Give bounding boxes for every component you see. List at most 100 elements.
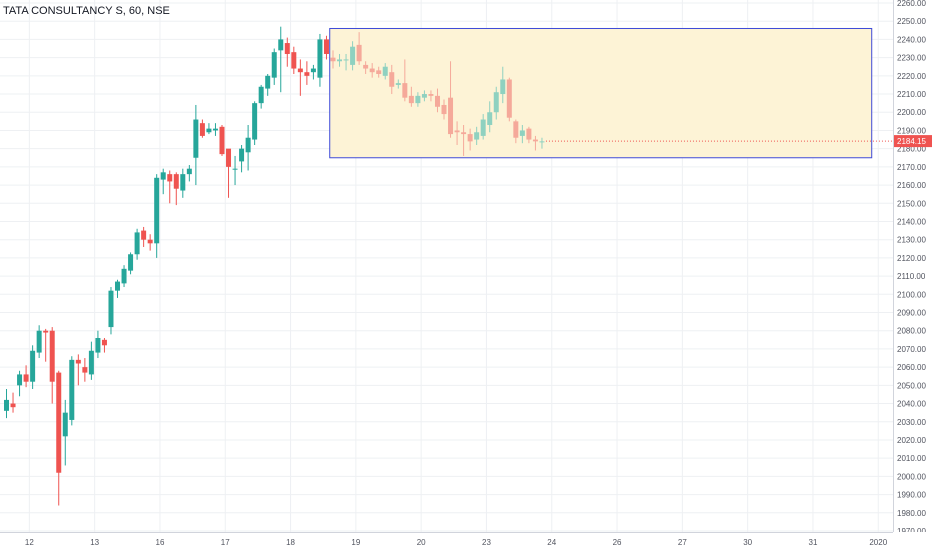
candle[interactable] [506, 77, 512, 122]
time-tick-label: 20 [417, 538, 426, 547]
candle[interactable] [376, 66, 382, 78]
time-axis[interactable]: 12 13 16 17 18 19 20 23 24 26 27 30 31 2020 [0, 532, 932, 550]
candle[interactable] [4, 388, 9, 419]
candle[interactable] [284, 37, 290, 67]
candle[interactable] [56, 370, 62, 506]
candle[interactable] [134, 228, 140, 260]
candle[interactable] [369, 63, 375, 78]
candle[interactable] [428, 90, 434, 102]
candle[interactable] [500, 66, 506, 104]
candle[interactable] [467, 128, 473, 151]
candle[interactable] [265, 74, 271, 96]
candle-body [115, 281, 121, 291]
candle[interactable] [186, 165, 192, 182]
candle[interactable] [239, 145, 245, 173]
candle[interactable] [539, 137, 545, 149]
candle[interactable] [310, 64, 316, 80]
candle[interactable] [82, 358, 88, 382]
candle[interactable] [278, 26, 284, 93]
candle[interactable] [193, 104, 199, 186]
candle[interactable] [199, 119, 205, 138]
candle[interactable] [441, 99, 447, 120]
price-axis[interactable]: 1970.00 1980.00 1990.00 2000.00 2010.00 2020.… [893, 0, 932, 550]
candle[interactable] [212, 123, 218, 136]
candle-body [10, 403, 16, 408]
highlight-rectangle[interactable] [329, 27, 873, 159]
candle-body [461, 132, 467, 135]
candle[interactable] [474, 126, 480, 146]
candle[interactable] [291, 46, 297, 75]
candle[interactable] [480, 114, 486, 140]
candle[interactable] [173, 172, 179, 206]
candle[interactable] [147, 234, 153, 251]
candle-body [317, 39, 323, 78]
candle[interactable] [128, 252, 134, 275]
candle-body [121, 268, 127, 284]
candle[interactable] [363, 61, 369, 75]
candle[interactable] [337, 53, 343, 67]
candle[interactable] [356, 32, 362, 65]
candle[interactable] [180, 168, 186, 198]
candle[interactable] [30, 345, 36, 389]
candle[interactable] [206, 123, 212, 135]
candle[interactable] [493, 86, 499, 120]
candle[interactable] [532, 135, 538, 151]
candle[interactable] [88, 341, 94, 380]
candle[interactable] [323, 35, 329, 60]
candle[interactable] [108, 287, 114, 335]
candle[interactable] [258, 84, 264, 109]
candle[interactable] [167, 170, 173, 204]
candle[interactable] [389, 64, 395, 95]
candle[interactable] [382, 63, 388, 80]
candle[interactable] [519, 124, 525, 144]
candle[interactable] [252, 101, 258, 146]
price-tick-label: 2160.00 [897, 181, 926, 190]
candle[interactable] [62, 399, 68, 466]
candle[interactable] [154, 174, 160, 258]
candle[interactable] [513, 119, 519, 144]
candle[interactable] [408, 86, 414, 107]
candle[interactable] [141, 226, 147, 247]
candle[interactable] [330, 50, 336, 69]
candle-body [448, 97, 454, 135]
candle[interactable] [115, 279, 121, 298]
candle-body [415, 95, 421, 104]
candle[interactable] [461, 124, 467, 156]
candle[interactable] [454, 121, 460, 146]
candle[interactable] [415, 92, 421, 107]
candle[interactable] [245, 124, 251, 171]
candle[interactable] [526, 126, 532, 144]
candle[interactable] [36, 325, 42, 359]
candle[interactable] [304, 61, 310, 85]
candle[interactable] [297, 59, 303, 96]
candle[interactable] [395, 79, 401, 89]
candle[interactable] [232, 155, 238, 186]
candle-body [134, 232, 140, 255]
candle[interactable] [10, 392, 16, 413]
candle[interactable] [101, 338, 107, 353]
candle[interactable] [317, 33, 323, 87]
candle-body [493, 92, 499, 113]
candle[interactable] [43, 328, 49, 362]
candle[interactable] [49, 327, 55, 404]
candle[interactable] [343, 53, 349, 71]
time-tick-label: 23 [482, 538, 491, 547]
candle[interactable] [434, 88, 440, 113]
time-tick-label: 31 [809, 538, 818, 547]
candle[interactable] [271, 48, 277, 85]
candle[interactable] [17, 370, 23, 397]
candle[interactable] [160, 168, 166, 195]
candle[interactable] [69, 356, 75, 426]
candle[interactable] [448, 61, 454, 138]
candle[interactable] [219, 124, 225, 156]
candle[interactable] [226, 148, 232, 198]
candle[interactable] [421, 90, 427, 102]
candle[interactable] [402, 59, 408, 102]
candle[interactable] [75, 354, 81, 386]
candle[interactable] [23, 365, 29, 388]
candle[interactable] [350, 41, 356, 71]
candle[interactable] [121, 265, 127, 288]
candle[interactable] [487, 101, 493, 133]
candle[interactable] [95, 330, 101, 359]
